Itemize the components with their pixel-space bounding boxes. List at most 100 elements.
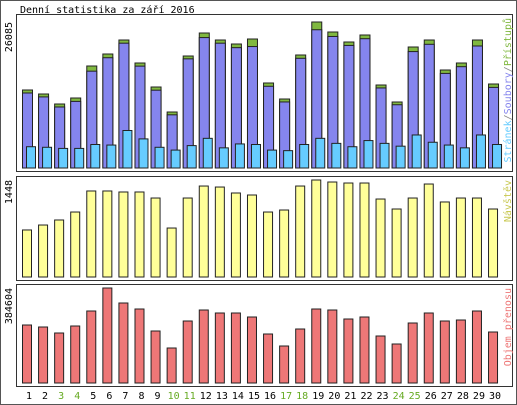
bar xyxy=(488,331,499,384)
x-tick-label: 6 xyxy=(106,391,112,402)
legend-entry: Stránek xyxy=(502,120,514,162)
bar xyxy=(218,147,229,169)
bar xyxy=(327,181,338,278)
x-tick-label: 28 xyxy=(457,391,469,402)
bar xyxy=(311,308,322,384)
bar xyxy=(90,143,101,169)
x-tick-label: 13 xyxy=(216,391,228,402)
x-tick-label: 11 xyxy=(184,391,196,402)
x-tick-label: 10 xyxy=(168,391,180,402)
bar xyxy=(492,143,503,169)
bar xyxy=(42,146,53,169)
x-tick-label: 23 xyxy=(377,391,389,402)
bar xyxy=(102,287,113,384)
x-tick-label: 4 xyxy=(74,391,80,402)
x-tick-label: 2 xyxy=(42,391,48,402)
bar xyxy=(359,316,370,384)
bar xyxy=(246,194,257,278)
bar xyxy=(423,312,434,384)
bar xyxy=(198,309,209,384)
bar xyxy=(295,328,306,384)
bar xyxy=(106,144,117,169)
bar xyxy=(230,312,241,384)
bar xyxy=(138,138,149,169)
bar xyxy=(379,142,390,169)
bar xyxy=(182,197,193,278)
bar xyxy=(391,343,402,384)
bar xyxy=(459,147,470,169)
x-tick-label: 7 xyxy=(122,391,128,402)
bar xyxy=(407,322,418,384)
bar xyxy=(343,182,354,278)
bar xyxy=(230,192,241,278)
bar xyxy=(375,198,386,278)
x-tick-label: 25 xyxy=(409,391,421,402)
bar xyxy=(283,150,294,169)
x-tick-label: 9 xyxy=(155,391,161,402)
bar xyxy=(134,191,145,278)
bar xyxy=(471,310,482,384)
bar xyxy=(54,332,65,384)
x-tick-label: 29 xyxy=(473,391,485,402)
legend-entry: Objem přenosu xyxy=(502,288,514,366)
bar xyxy=(186,145,197,169)
x-tick-label: 1 xyxy=(26,391,32,402)
bar xyxy=(86,310,97,384)
bar xyxy=(150,330,161,384)
bar xyxy=(202,137,213,169)
bar xyxy=(54,219,65,278)
bar xyxy=(488,208,499,278)
bar xyxy=(154,146,165,169)
bar xyxy=(375,335,386,384)
legend: Stránek/Soubory/Přístupů xyxy=(502,18,514,163)
bar xyxy=(471,197,482,278)
bar xyxy=(70,211,81,278)
chart-title: Denní statistika za září 2016 xyxy=(20,4,195,16)
bar xyxy=(263,211,274,278)
max-label: 1448 xyxy=(4,180,15,204)
bar xyxy=(246,316,257,384)
bar xyxy=(134,308,145,384)
x-tick-label: 15 xyxy=(248,391,260,402)
x-tick-label: 3 xyxy=(58,391,64,402)
bar xyxy=(70,325,81,384)
x-tick-label: 8 xyxy=(138,391,144,402)
x-tick-label: 20 xyxy=(328,391,340,402)
bar xyxy=(38,224,49,278)
bar xyxy=(182,320,193,384)
bar xyxy=(74,147,85,169)
bar xyxy=(214,312,225,384)
bar xyxy=(234,143,245,169)
max-label: 384604 xyxy=(4,288,15,324)
max-label: 26085 xyxy=(4,22,15,52)
bar xyxy=(198,185,209,278)
bar xyxy=(475,134,486,169)
x-tick-label: 24 xyxy=(393,391,405,402)
legend-entry: Návštěv xyxy=(502,180,514,222)
bar xyxy=(391,208,402,278)
bar xyxy=(150,197,161,278)
bar xyxy=(267,149,278,169)
bar xyxy=(315,137,326,169)
x-tick-label: 17 xyxy=(280,391,292,402)
x-tick-label: 26 xyxy=(425,391,437,402)
bar xyxy=(86,190,97,278)
legend: Objem přenosu xyxy=(502,288,514,366)
legend-entry: Soubory xyxy=(503,72,514,114)
legend-entry: Přístupů xyxy=(502,18,514,66)
bar xyxy=(443,144,454,169)
bar xyxy=(170,149,181,169)
legend: Návštěv xyxy=(502,180,514,222)
bar xyxy=(455,319,466,384)
bar xyxy=(22,229,32,278)
bar xyxy=(423,183,434,278)
bar xyxy=(22,324,32,384)
bar xyxy=(58,147,69,169)
bar xyxy=(38,326,49,384)
bar xyxy=(363,140,374,169)
bar xyxy=(331,142,342,169)
bar xyxy=(359,182,370,278)
bar xyxy=(279,209,290,278)
bar xyxy=(407,197,418,278)
